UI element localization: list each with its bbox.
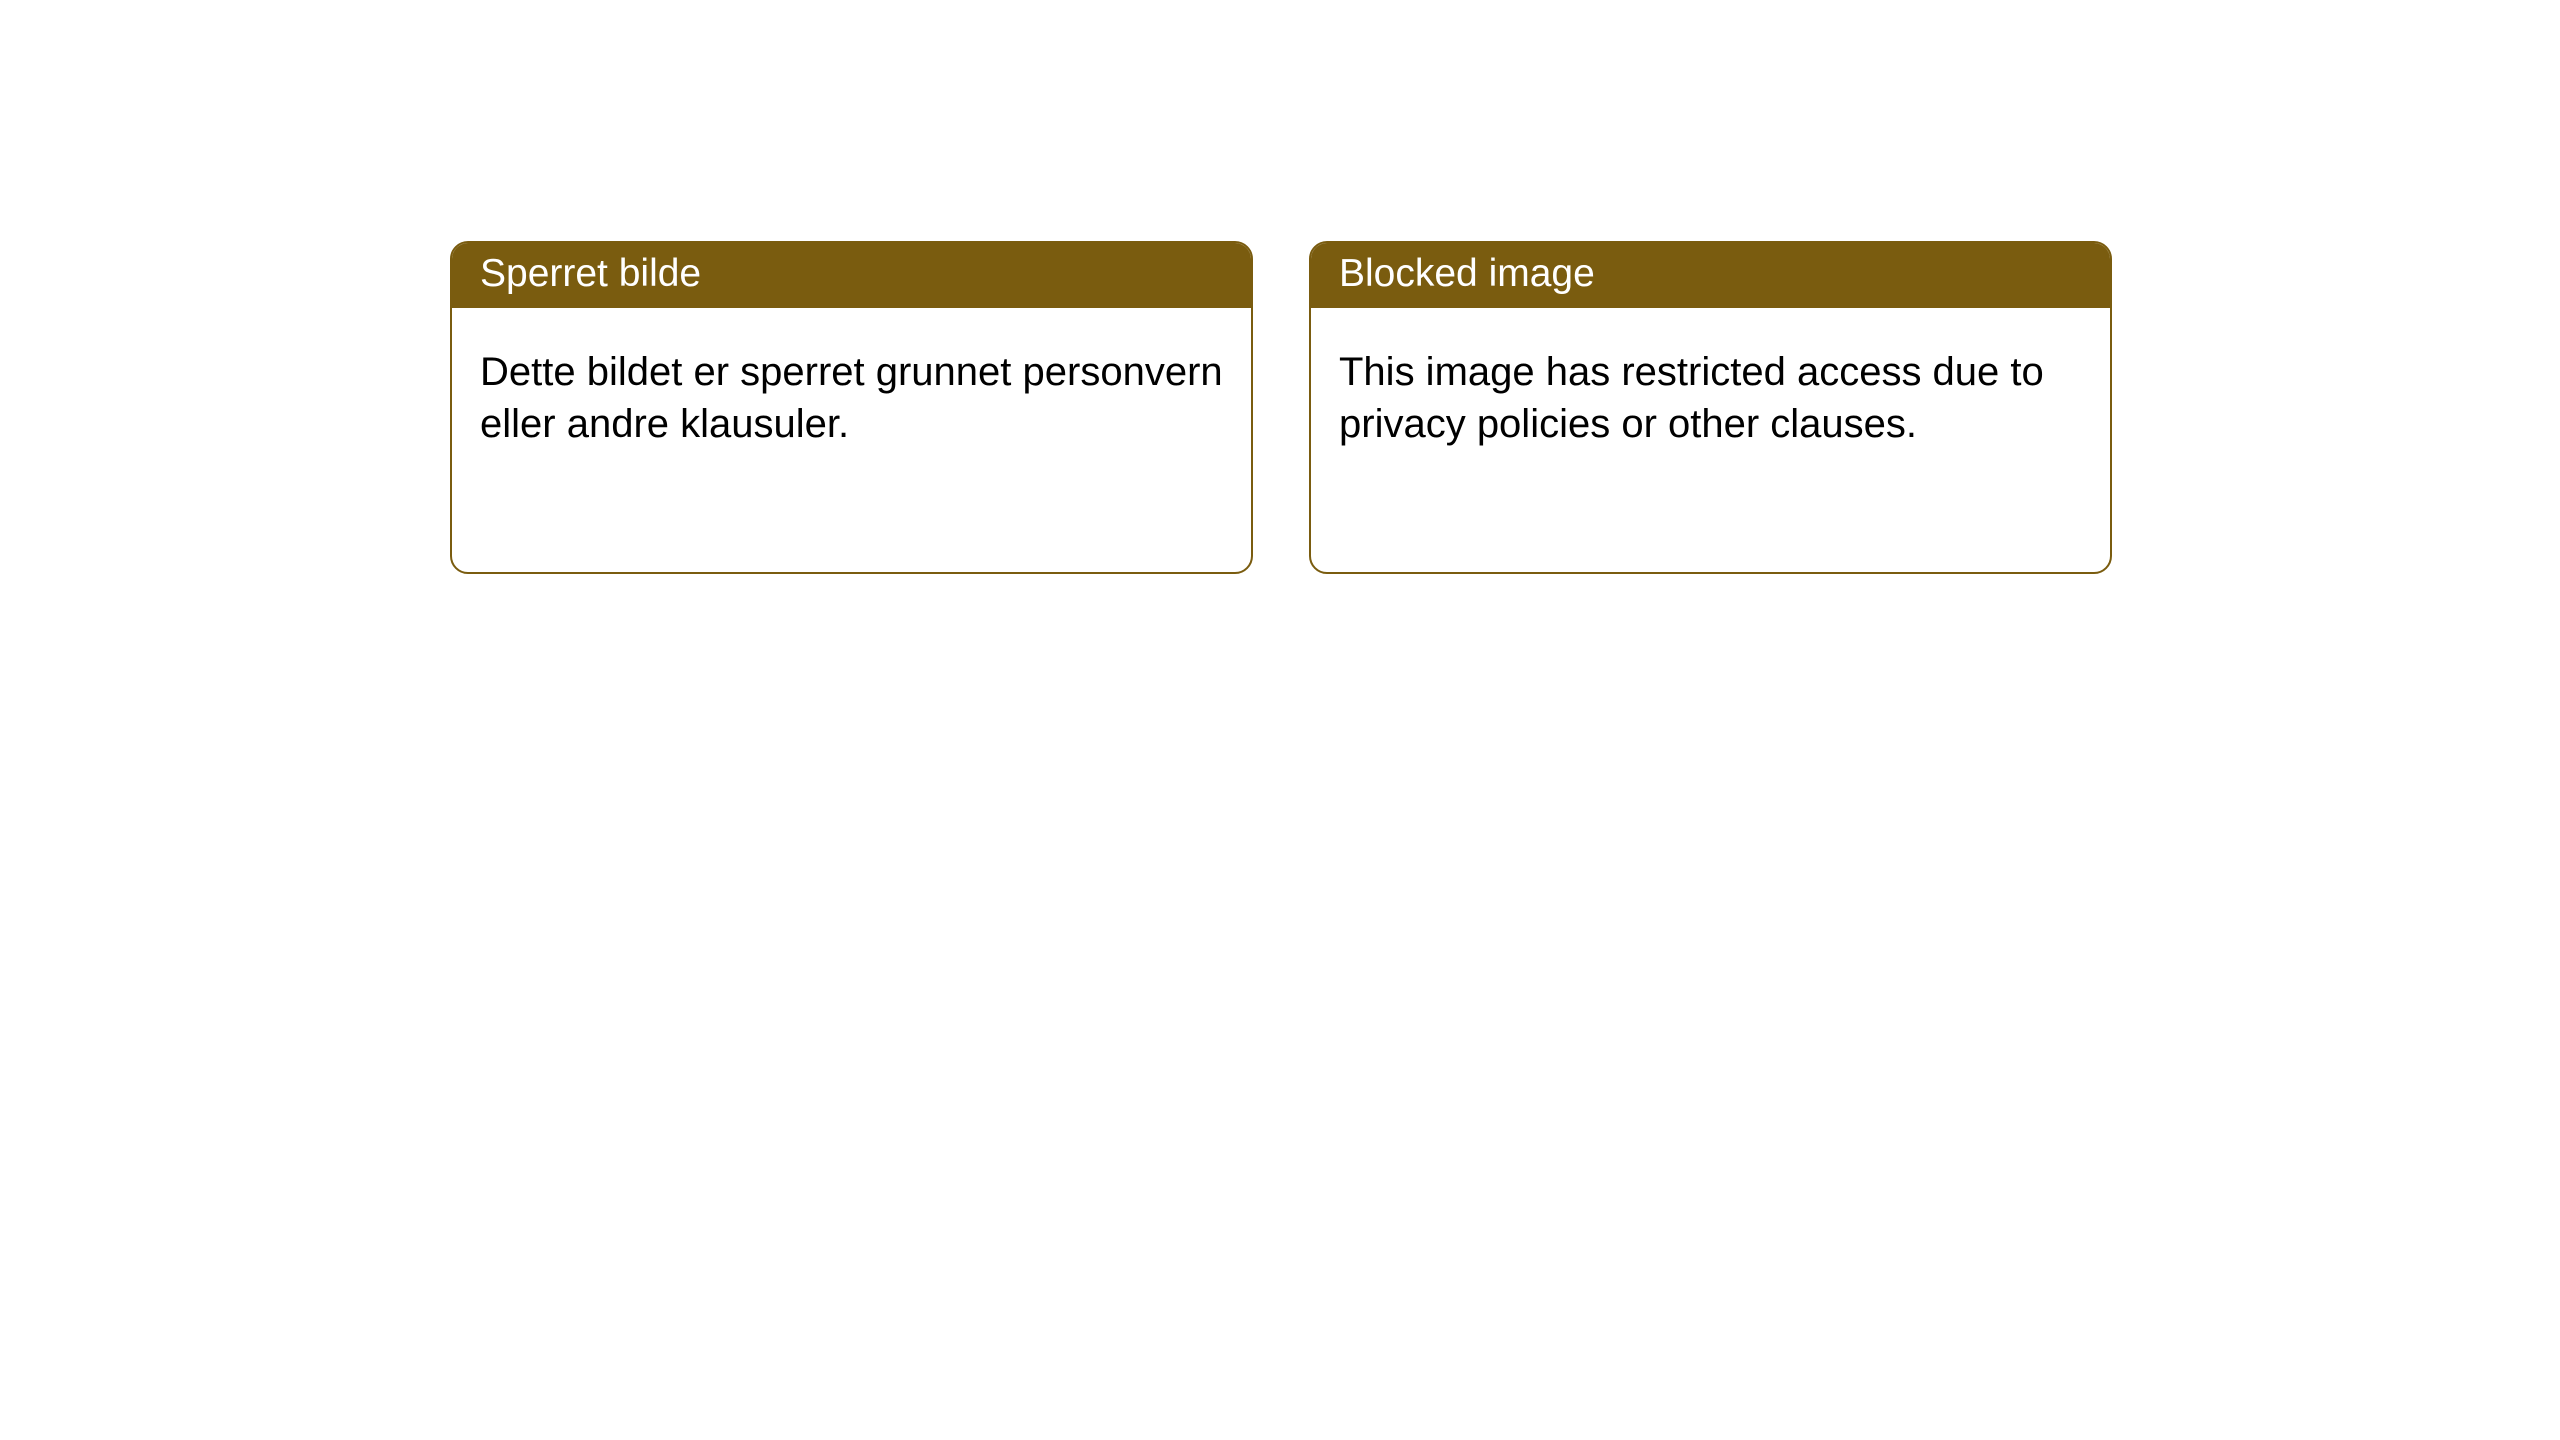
panel-header-en: Blocked image: [1311, 243, 2110, 308]
notice-container: Sperret bilde Dette bildet er sperret gr…: [0, 0, 2560, 574]
blocked-image-panel-en: Blocked image This image has restricted …: [1309, 241, 2112, 574]
panel-body-no: Dette bildet er sperret grunnet personve…: [452, 308, 1251, 478]
panel-header-no: Sperret bilde: [452, 243, 1251, 308]
panel-body-en: This image has restricted access due to …: [1311, 308, 2110, 478]
blocked-image-panel-no: Sperret bilde Dette bildet er sperret gr…: [450, 241, 1253, 574]
